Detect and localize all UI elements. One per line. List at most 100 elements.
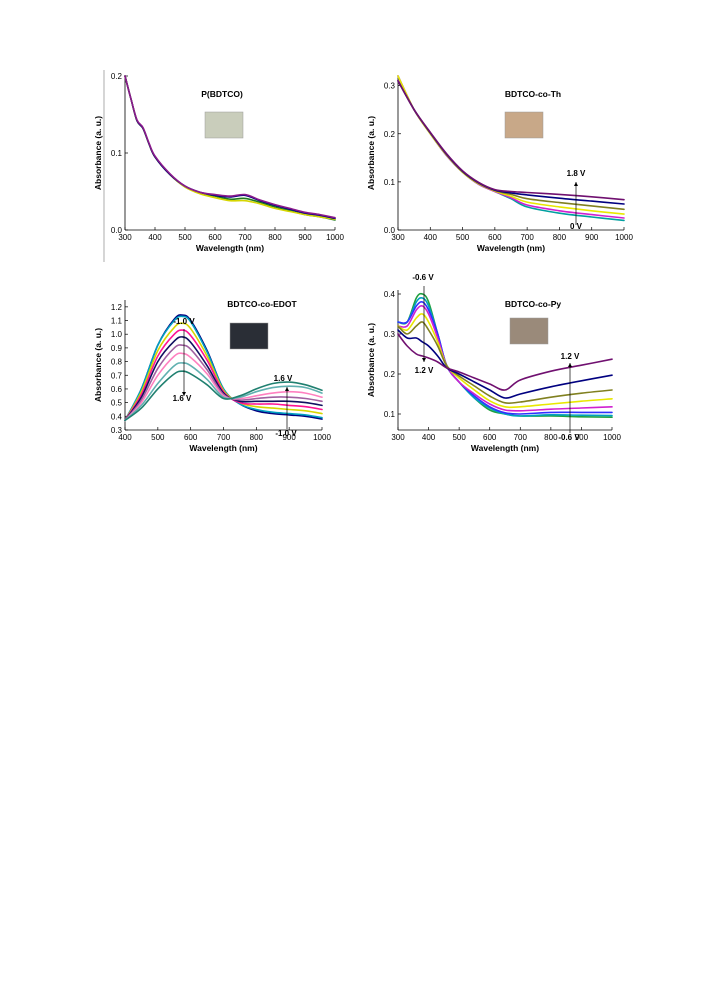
voltage-label: -0.6 V	[412, 273, 434, 282]
series-line-4	[397, 80, 625, 211]
y-tick-label: 0.2	[111, 72, 123, 81]
voltage-label: 1.6 V	[274, 374, 293, 383]
voltage-label: -1.0 V	[173, 317, 195, 326]
series-line-9	[124, 370, 323, 422]
arrow-head-icon	[574, 182, 578, 186]
film-photo-inset	[204, 111, 244, 139]
x-tick-label: 1000	[313, 433, 331, 442]
x-tick-label: 400	[118, 433, 132, 442]
voltage-label: 1.2 V	[415, 366, 434, 375]
y-tick-label: 0.2	[384, 130, 396, 139]
y-tick-label: 0.0	[384, 226, 396, 235]
y-tick-label: 0.4	[111, 412, 123, 421]
x-tick-label: 500	[178, 233, 192, 242]
y-tick-label: 1.1	[111, 317, 123, 326]
x-tick-label: 1000	[326, 233, 344, 242]
y-tick-label: 0.1	[384, 410, 396, 419]
series-line-7	[397, 329, 613, 399]
x-tick-label: 900	[575, 433, 589, 442]
x-axis-label: Wavelength (nm)	[196, 243, 264, 253]
series-line-2	[124, 315, 323, 422]
x-tick-label: 500	[151, 433, 165, 442]
x-tick-label: 400	[424, 233, 438, 242]
series-line-8	[397, 333, 613, 391]
x-tick-label: 300	[391, 433, 405, 442]
y-tick-label: 0.3	[111, 426, 123, 435]
y-axis-label: Absorbance (a. u.)	[366, 116, 376, 190]
x-tick-label: 1000	[615, 233, 633, 242]
x-tick-label: 400	[422, 433, 436, 442]
x-tick-label: 500	[452, 433, 466, 442]
x-tick-label: 600	[483, 433, 497, 442]
y-tick-label: 0.3	[384, 330, 396, 339]
voltage-label: 1.6 V	[173, 394, 192, 403]
series-line-6	[397, 321, 613, 405]
y-tick-label: 0.9	[111, 344, 123, 353]
film-photo-inset	[504, 111, 544, 139]
arrow-head-icon	[285, 387, 289, 391]
chart-panel-1: 300 400 500 600 700 800 900 1000 0.0 0.1 0.2 Wavele…	[93, 72, 344, 253]
y-tick-label: 0.8	[111, 358, 123, 367]
x-axis-label: Wavelength (nm)	[471, 443, 539, 453]
x-tick-label: 500	[456, 233, 470, 242]
voltage-label: -1.0 V	[275, 429, 297, 438]
x-tick-label: 800	[553, 233, 567, 242]
x-tick-label: 700	[217, 433, 231, 442]
film-photo-inset	[229, 322, 269, 350]
chart-title: BDTCO-co-Py	[505, 299, 561, 309]
series-line-6	[124, 344, 323, 422]
series-line-4	[124, 75, 336, 219]
x-axis-label: Wavelength (nm)	[189, 443, 257, 453]
voltage-label: 1.8 V	[567, 169, 586, 178]
chart-title: BDTCO-co-EDOT	[227, 299, 297, 309]
film-photo-inset	[509, 317, 549, 345]
x-tick-label: 300	[391, 233, 405, 242]
x-tick-label: 700	[514, 433, 528, 442]
x-tick-label: 800	[250, 433, 264, 442]
y-axis-label: Absorbance (a. u.)	[93, 328, 103, 402]
voltage-label: 1.2 V	[561, 352, 580, 361]
y-tick-label: 0.3	[384, 82, 396, 91]
chart-title: BDTCO-co-Th	[505, 89, 561, 99]
series-line-5	[124, 336, 323, 422]
y-tick-label: 0.4	[384, 290, 396, 299]
y-tick-label: 0.1	[111, 149, 123, 158]
series-line-4	[397, 305, 613, 412]
x-tick-label: 700	[238, 233, 252, 242]
x-tick-label: 800	[268, 233, 282, 242]
arrow-head-icon	[568, 363, 572, 367]
x-tick-label: 600	[184, 433, 198, 442]
y-tick-label: 0.0	[111, 226, 123, 235]
y-tick-label: 1.2	[111, 303, 123, 312]
chart-panel-2: 300 400 500 600 700 800 900 1000 0.0 0.1 0.2 0.3 Wav…	[366, 75, 633, 253]
y-tick-label: 0.1	[384, 178, 396, 187]
voltage-label: -0.6 V	[558, 433, 580, 442]
arrow-head-icon	[422, 358, 426, 362]
x-tick-label: 900	[298, 233, 312, 242]
x-tick-label: 800	[544, 433, 558, 442]
y-axis-label: Absorbance (a. u.)	[93, 116, 103, 190]
series-line-6	[397, 80, 625, 201]
chart-panel-4: 300 400 500 600 700 800 900 1000 0.1 0.2 0.3 0.4 Wav…	[366, 273, 621, 453]
x-tick-label: 700	[520, 233, 534, 242]
series-line-3	[124, 322, 323, 422]
y-tick-label: 0.7	[111, 371, 123, 380]
x-tick-label: 400	[148, 233, 162, 242]
x-tick-label: 900	[585, 233, 599, 242]
series-line-5	[397, 80, 625, 205]
series-line-5	[397, 313, 613, 409]
voltage-label: 0 V	[570, 222, 583, 231]
series-line-4	[124, 329, 323, 422]
y-tick-label: 0.5	[111, 399, 123, 408]
arrow-head-icon	[182, 392, 186, 396]
y-tick-label: 0.6	[111, 385, 123, 394]
chart-title: P(BDTCO)	[201, 89, 243, 99]
y-tick-label: 1.0	[111, 330, 123, 339]
x-tick-label: 600	[208, 233, 222, 242]
x-tick-label: 900	[282, 433, 296, 442]
x-tick-label: 300	[118, 233, 132, 242]
series-line-7	[124, 352, 323, 422]
x-axis-label: Wavelength (nm)	[477, 243, 545, 253]
y-axis-label: Absorbance (a. u.)	[366, 323, 376, 397]
